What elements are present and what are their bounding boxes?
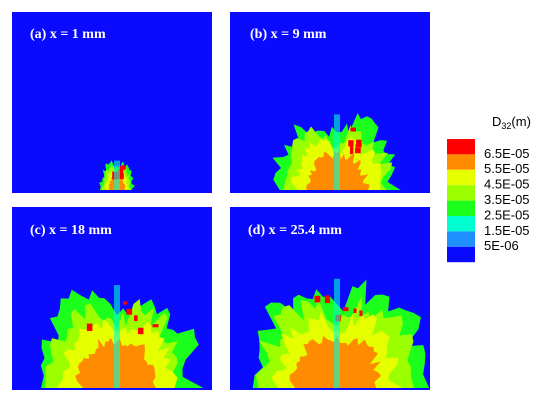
colorbar-label: 6.5E-05 bbox=[484, 146, 530, 161]
spray-contour bbox=[349, 146, 354, 155]
spray-contour bbox=[119, 173, 124, 180]
spray-contour bbox=[324, 295, 331, 304]
colorbar-swatch bbox=[447, 246, 475, 263]
spray-contour bbox=[121, 165, 126, 170]
colorbar-swatch bbox=[447, 185, 475, 201]
spray-contour bbox=[348, 140, 354, 147]
colorbar-swatch bbox=[447, 139, 475, 155]
spray-core bbox=[334, 278, 340, 388]
spray-contour bbox=[359, 310, 363, 317]
panel-label: (b) x = 9 mm bbox=[250, 27, 327, 42]
panel-label: (d) x = 25.4 mm bbox=[248, 223, 342, 238]
spray-contours bbox=[40, 113, 430, 388]
colorbar-swatch bbox=[447, 169, 475, 186]
spray-core bbox=[114, 160, 120, 190]
spray-core bbox=[334, 114, 340, 190]
colorbar-swatch bbox=[447, 154, 475, 170]
spray-contour bbox=[356, 139, 362, 147]
spray-contour bbox=[126, 308, 133, 315]
colorbar-label: 4.5E-05 bbox=[484, 177, 530, 192]
subscript: 32 bbox=[501, 121, 511, 131]
spray-contour bbox=[342, 307, 349, 312]
colorbar-swatch bbox=[447, 216, 475, 232]
colorbar-label: 5E-06 bbox=[484, 238, 519, 253]
symbol: D bbox=[492, 114, 501, 129]
colorbar-label: 2.5E-05 bbox=[484, 207, 530, 222]
colorbar-label: 5.5E-05 bbox=[484, 161, 530, 176]
colorbar-swatch bbox=[447, 231, 475, 247]
colorbar: 6.5E-055.5E-054.5E-053.5E-052.5E-051.5E-… bbox=[447, 139, 530, 263]
spray-core bbox=[114, 285, 120, 388]
unit: (m) bbox=[511, 114, 531, 129]
panel-label: (c) x = 18 mm bbox=[30, 223, 112, 238]
spray-contour bbox=[353, 308, 357, 314]
spray-contour bbox=[117, 169, 124, 175]
colorbar-label: 1.5E-05 bbox=[484, 223, 530, 238]
spray-contour bbox=[138, 327, 144, 335]
spray-contour bbox=[152, 324, 159, 328]
panel-label: (a) x = 1 mm bbox=[30, 27, 106, 42]
spray-contour bbox=[314, 295, 321, 303]
spray-contour bbox=[350, 127, 356, 132]
colorbar-label: 3.5E-05 bbox=[484, 192, 530, 207]
colorbar-swatch bbox=[447, 200, 475, 216]
spray-contour bbox=[86, 323, 93, 332]
spray-contour bbox=[123, 301, 128, 305]
colorbar-title: D32(m) bbox=[492, 114, 531, 131]
spray-contour bbox=[133, 315, 138, 322]
spray-contour bbox=[354, 147, 361, 154]
